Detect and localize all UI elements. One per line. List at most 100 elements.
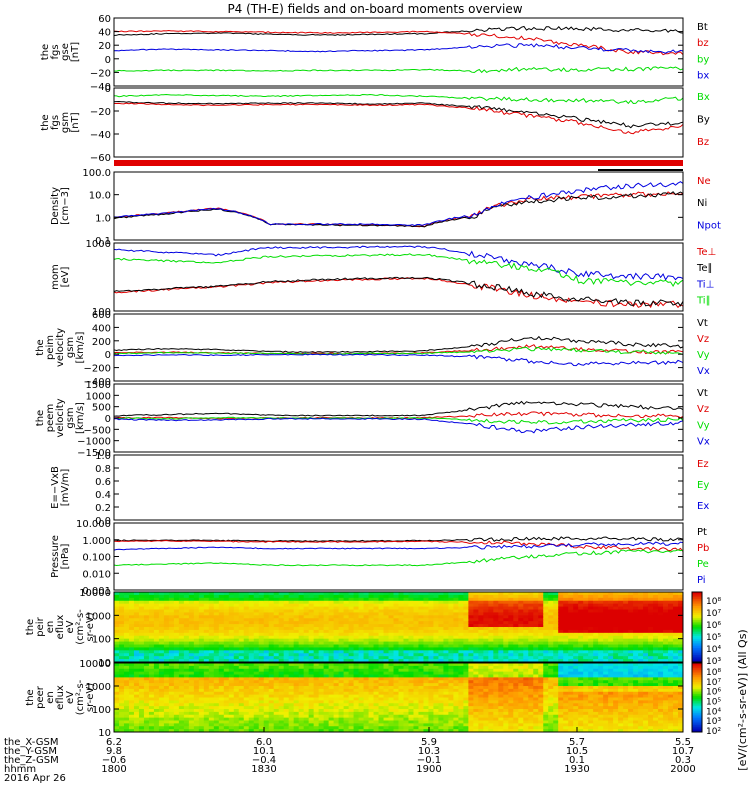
heatmap-cell [193,638,200,643]
heatmap-cell [323,615,330,619]
heatmap-cell [553,621,559,625]
heatmap-cell [278,632,285,637]
heatmap-cell [253,644,260,648]
heatmap-cell [308,635,315,640]
heatmap-cell [283,709,290,713]
heatmap-cell [233,723,240,727]
heatmap-cell [523,663,529,667]
y-tick-label: 0.8 [95,464,111,475]
heatmap-cell [548,621,554,625]
heatmap-cell [114,603,120,608]
heatmap-cell [383,677,390,681]
heatmap-cell [553,644,559,648]
heatmap-cell [553,612,559,616]
heatmap-cell [273,686,280,690]
heatmap-cell [198,706,205,710]
heatmap-cell [358,665,365,670]
heatmap-cell [483,720,489,724]
heatmap-cell [413,600,419,605]
heatmap-cell [148,635,155,640]
heatmap-cell [418,729,424,733]
heatmap-cell [338,711,345,716]
heatmap-cell [298,644,305,648]
heatmap-cell [423,688,429,693]
heatmap-cell [368,624,375,628]
heatmap-cell [263,674,270,678]
heatmap-cell [343,647,350,651]
heatmap-cell [473,612,479,616]
heatmap-cell [248,644,255,648]
heatmap-cell [378,650,385,654]
heatmap-cell [118,711,125,716]
heatmap-cell [443,606,449,610]
heatmap-cell [478,720,484,724]
heatmap-cell [388,650,395,654]
heatmap-cell [388,635,395,640]
heatmap-cell [318,659,325,663]
heatmap-cell [273,674,280,678]
heatmap-cell [313,703,320,707]
heatmap-cell [298,726,305,730]
heatmap-cell [193,615,200,619]
heatmap-cell [488,618,494,622]
heatmap-cell [118,691,125,696]
heatmap-cell [488,665,494,670]
heatmap-cell [338,694,345,699]
heatmap-cell [393,659,399,663]
heatmap-cell [558,656,564,660]
heatmap-cell [148,691,155,696]
heatmap-cell [358,627,365,631]
heatmap-cell [308,650,315,654]
y-axis-label: [eV] [60,267,71,288]
heatmap-cell [303,726,310,730]
heatmap-cell [228,703,235,707]
heatmap-cell [468,621,474,625]
heatmap-cell [618,627,624,631]
heatmap-cell [518,671,524,676]
heatmap-cell [253,609,260,613]
heatmap-cell [393,709,399,713]
heatmap-cell [473,653,479,657]
heatmap-cell [513,609,519,613]
heatmap-cell [628,612,634,616]
heatmap-cell [208,629,215,634]
heatmap-cell [288,706,295,710]
heatmap-cell [163,609,170,613]
heatmap-cell [148,668,155,673]
heatmap-cell [368,597,375,602]
heatmap-cell [363,624,370,628]
heatmap-cell [628,618,634,622]
heatmap-cell [313,632,320,637]
heatmap-cell [473,603,479,608]
heatmap-cell [508,606,514,610]
heatmap-cell [378,711,385,716]
heatmap-cell [473,717,479,722]
heatmap-cell [343,691,350,696]
heatmap-cell [583,650,589,654]
heatmap-cell [128,638,135,643]
heatmap-cell [308,627,315,631]
heatmap-cell [328,663,335,667]
heatmap-cell [563,612,569,616]
heatmap-cell [508,597,514,602]
heatmap-cell [248,653,255,657]
heatmap-cell [153,709,160,713]
heatmap-cell [378,703,385,707]
heatmap-cell [393,665,399,670]
heatmap-cell [613,609,619,613]
heatmap-cell [373,592,380,596]
heatmap-cell [343,671,350,676]
heatmap-cell [418,594,424,599]
heatmap-cell [138,650,145,654]
heatmap-cell [483,644,489,648]
heatmap-cell [323,714,330,719]
heatmap-cell [443,677,449,681]
heatmap-cell [398,688,404,693]
heatmap-cell [143,612,150,616]
heatmap-cell [488,632,494,637]
heatmap-cell [273,615,280,619]
heatmap-cell [513,677,519,681]
heatmap-cell [518,726,524,730]
heatmap-cell [568,632,574,637]
heatmap-cell [223,600,230,605]
